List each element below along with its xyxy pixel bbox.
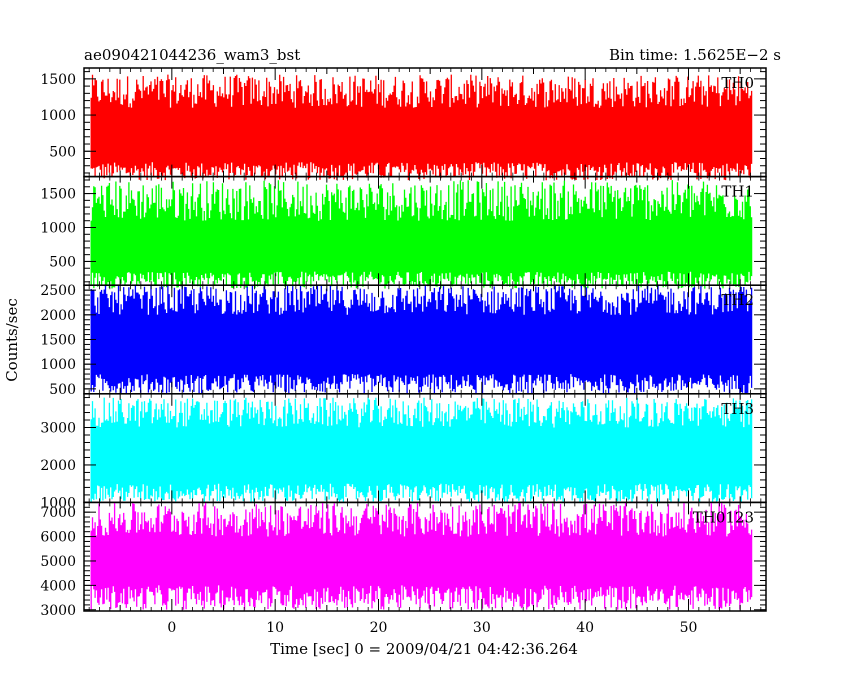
- series-th3: [90, 397, 753, 503]
- y-tick-label: 500: [49, 254, 76, 270]
- y-tick-label: 1000: [40, 357, 76, 373]
- y-tick-label: 2000: [40, 458, 76, 474]
- y-tick-label: 1000: [40, 221, 76, 237]
- y-tick-label: 2000: [40, 308, 76, 324]
- panel-th1: 500 1000 1500 TH1: [40, 175, 767, 289]
- panel-th0123: 3000 4000 5000 6000 7000 TH0123: [40, 501, 767, 619]
- chart-title: ae090421044236_wam3_bst: [84, 46, 300, 64]
- panel-frame: [83, 501, 767, 612]
- x-tick-label: 30: [473, 620, 491, 636]
- y-tick-label: 6000: [40, 530, 76, 546]
- panel-label: TH0: [721, 74, 754, 92]
- y-tick-label: 1500: [40, 187, 76, 203]
- y-tick-label: 1000: [40, 495, 76, 511]
- y-axis-label: Counts/sec: [3, 298, 21, 382]
- panel-label: TH0123: [693, 508, 754, 526]
- y-tick-label: 1000: [40, 108, 76, 124]
- y-tick-label: 7000: [40, 505, 76, 521]
- y-tick-label: 500: [49, 144, 76, 160]
- y-tick-label: 1500: [40, 333, 76, 349]
- x-axis-label: Time [sec] 0 = 2009/04/21 04:42:36.264: [270, 640, 578, 658]
- series-th0123: [90, 502, 753, 610]
- series-th0: [90, 74, 753, 181]
- panel-th3: 1000 2000 3000 TH3: [40, 393, 767, 511]
- y-tick-label: 4000: [40, 578, 76, 594]
- panel-label: TH3: [721, 400, 754, 418]
- y-tick-label: 1500: [40, 72, 76, 88]
- y-tick-label: 3000: [40, 421, 76, 437]
- x-tick-label: 20: [370, 620, 388, 636]
- bin-time-label: Bin time: 1.5625E−2 s: [609, 46, 781, 64]
- y-tick-label: 2500: [40, 283, 76, 299]
- series-th2: [90, 285, 753, 394]
- x-tick-label: 0: [167, 620, 176, 636]
- x-tick-label: 10: [266, 620, 284, 636]
- panel-label: TH2: [721, 291, 754, 309]
- series-th1: [90, 180, 753, 289]
- panel-th2: 500 1000 1500 2000 2500 TH2: [40, 283, 767, 398]
- panel-th0: 500 1000 1500 TH0: [40, 67, 767, 181]
- y-tick-label: 5000: [40, 554, 76, 570]
- x-tick-label: 40: [576, 620, 594, 636]
- y-tick-label: 500: [49, 382, 76, 398]
- panel-label: TH1: [721, 183, 754, 201]
- y-tick-label: 3000: [40, 603, 76, 619]
- x-tick-label: 50: [680, 620, 698, 636]
